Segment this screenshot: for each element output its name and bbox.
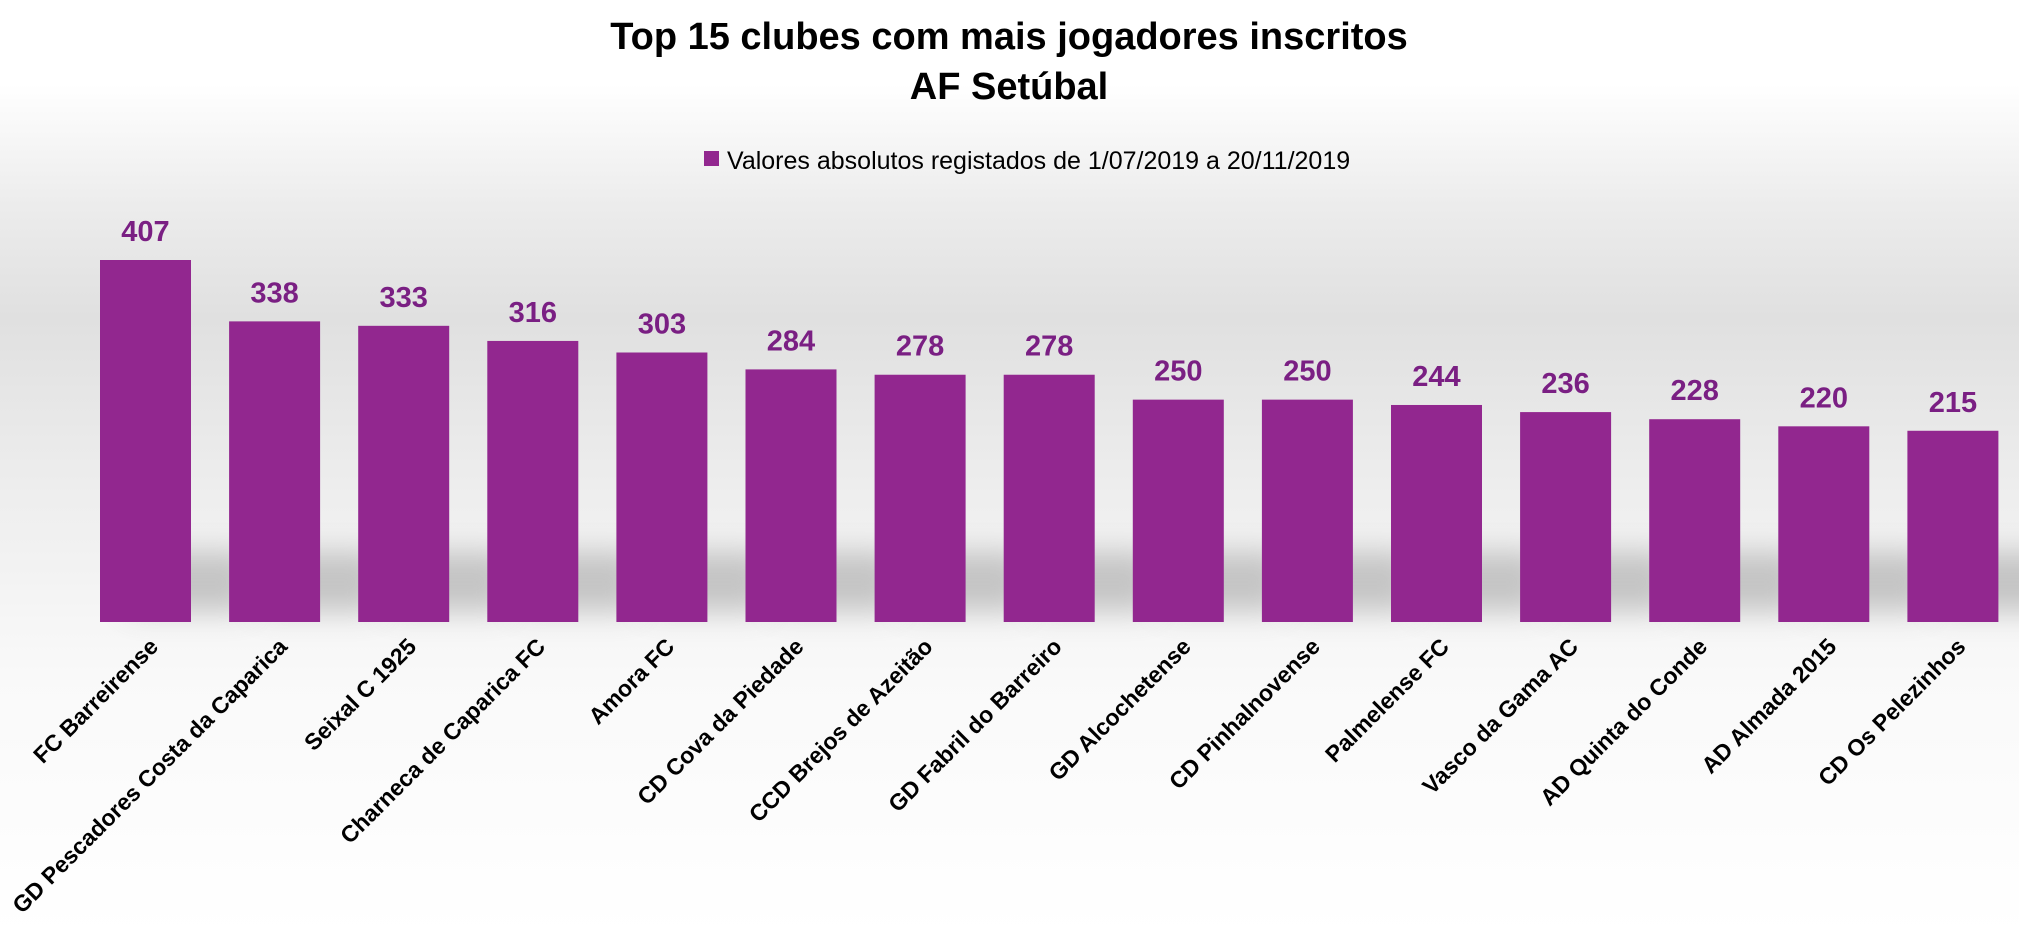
- value-label: 303: [638, 309, 686, 341]
- category-label: Palmelense FC: [1320, 633, 1454, 767]
- value-label: 250: [1283, 356, 1331, 388]
- bar: [745, 369, 837, 622]
- bar: [874, 374, 966, 622]
- bar: [1649, 419, 1741, 622]
- value-label: 338: [250, 277, 298, 309]
- value-label: 244: [1412, 361, 1460, 393]
- value-label: 316: [509, 297, 557, 329]
- value-label: 228: [1671, 375, 1719, 407]
- category-label: Charneca de Caparica FC: [335, 633, 550, 848]
- bar: [1778, 426, 1870, 622]
- category-label: CD Os Pelezinhos: [1813, 633, 1971, 791]
- bar: [1907, 430, 1999, 622]
- value-label: 250: [1154, 356, 1202, 388]
- legend-label: Valores absolutos registados de 1/07/201…: [727, 147, 1350, 175]
- chart-title: Top 15 clubes com mais jogadores inscrit…: [610, 16, 1408, 58]
- bar: [1261, 399, 1353, 622]
- bar: [358, 325, 450, 622]
- value-label: 236: [1541, 368, 1589, 400]
- bar: [100, 260, 191, 622]
- value-label: 284: [767, 325, 815, 357]
- bar: [1391, 404, 1482, 622]
- value-label: 278: [1025, 331, 1073, 363]
- bar: [616, 352, 708, 622]
- bar: [1003, 374, 1095, 622]
- chart-subtitle: AF Setúbal: [910, 66, 1108, 108]
- bars: [100, 260, 1999, 622]
- value-label: 407: [121, 216, 169, 248]
- value-label: 333: [380, 282, 428, 314]
- category-label: AD Almada 2015: [1696, 633, 1841, 778]
- category-label: FC Barreirense: [28, 633, 163, 768]
- bar: [229, 321, 321, 622]
- category-label: GD Pescadores Costa da Caparica: [7, 633, 292, 918]
- legend: Valores absolutos registados de 1/07/201…: [704, 147, 1350, 175]
- category-label: GD Alcochetense: [1043, 633, 1195, 785]
- bar: [1132, 399, 1224, 622]
- category-label: Seixal C 1925: [299, 633, 422, 756]
- value-label: 215: [1929, 387, 1977, 419]
- bar: [1520, 412, 1612, 622]
- value-label: 220: [1800, 382, 1848, 414]
- category-label: Amora FC: [583, 633, 679, 729]
- bar: [487, 340, 579, 622]
- value-label: 278: [896, 331, 944, 363]
- legend-swatch: [704, 151, 719, 166]
- value-labels: 407 338 333 316 303 284 278 278 250 250 244 236 228 2…: [121, 216, 1977, 419]
